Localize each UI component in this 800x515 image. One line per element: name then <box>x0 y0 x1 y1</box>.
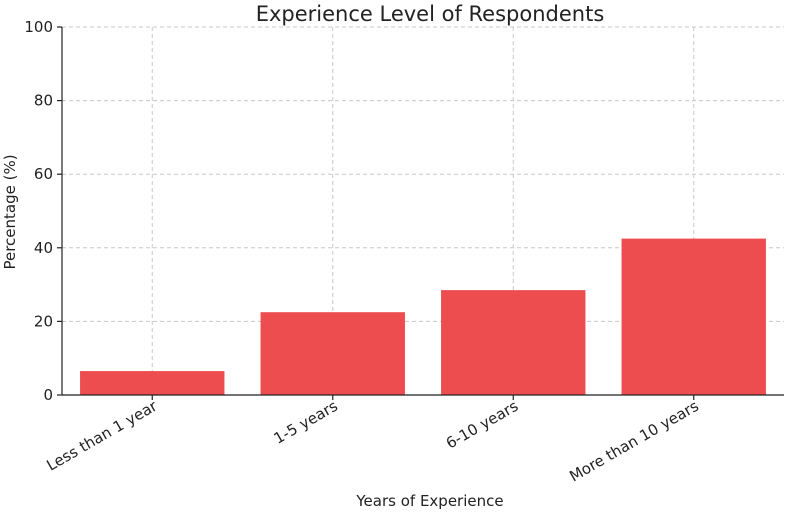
y-axis-label: Percentage (%) <box>1 154 19 269</box>
bar <box>80 371 225 395</box>
chart-title: Experience Level of Respondents <box>256 2 605 26</box>
y-tick-label: 40 <box>34 239 53 257</box>
y-tick-label: 80 <box>34 92 53 110</box>
y-ticks: 0 20 40 60 80 100 <box>24 18 62 404</box>
grid <box>62 26 784 396</box>
y-tick-label: 20 <box>34 312 53 330</box>
x-tick-label: 6-10 years <box>443 397 522 453</box>
y-tick-label: 0 <box>43 386 53 404</box>
x-ticks: Less than 1 year 1-5 years 6-10 years More … <box>44 395 702 485</box>
x-axis-label: Years of Experience <box>355 492 503 510</box>
bar <box>621 238 766 395</box>
axes <box>61 27 784 396</box>
bars <box>80 238 766 395</box>
x-tick-label: More than 10 years <box>566 397 702 486</box>
x-tick-label: Less than 1 year <box>44 396 161 474</box>
y-tick-label: 60 <box>34 165 53 183</box>
bar <box>441 290 586 395</box>
x-tick-label: 1-5 years <box>271 397 341 448</box>
bar <box>260 312 405 395</box>
y-tick-label: 100 <box>24 18 53 36</box>
